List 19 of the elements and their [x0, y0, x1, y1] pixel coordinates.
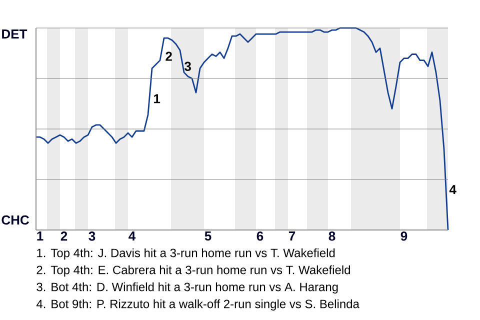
text: 4	[449, 185, 456, 194]
text: CHC	[2, 215, 30, 225]
annotation: 1	[154, 94, 160, 104]
x-tick-label: 1	[37, 232, 44, 240]
x-tick-label: 8	[328, 232, 336, 241]
x-tick-label: 2	[60, 232, 68, 241]
x-tick-label: 7	[288, 232, 296, 240]
text: 4. Bot 9th: P. Rizzuto hit a walk-off 2-run single vs S. Belinda	[36, 299, 360, 311]
annotation: 3	[184, 62, 191, 71]
x-tick-label: 3	[88, 232, 96, 241]
text: 3. Bot 4th: D. Winfield hit a 3-run home run vs A. Harang	[36, 282, 338, 294]
text: 2. Top 4th: E. Cabrera hit a 3-run home run vs T. Wakefield	[36, 265, 350, 277]
x-tick-label: 4	[128, 232, 136, 240]
x-tick-label: 9	[400, 232, 408, 241]
annotation: 2	[166, 52, 172, 61]
x-tick-label: 5	[204, 232, 212, 241]
text: DET	[2, 30, 28, 38]
text: 1. Top 4th: J. Davis hit a 3-run home run vs T. Wakefield	[37, 248, 335, 260]
x-tick-label: 6	[256, 232, 264, 241]
